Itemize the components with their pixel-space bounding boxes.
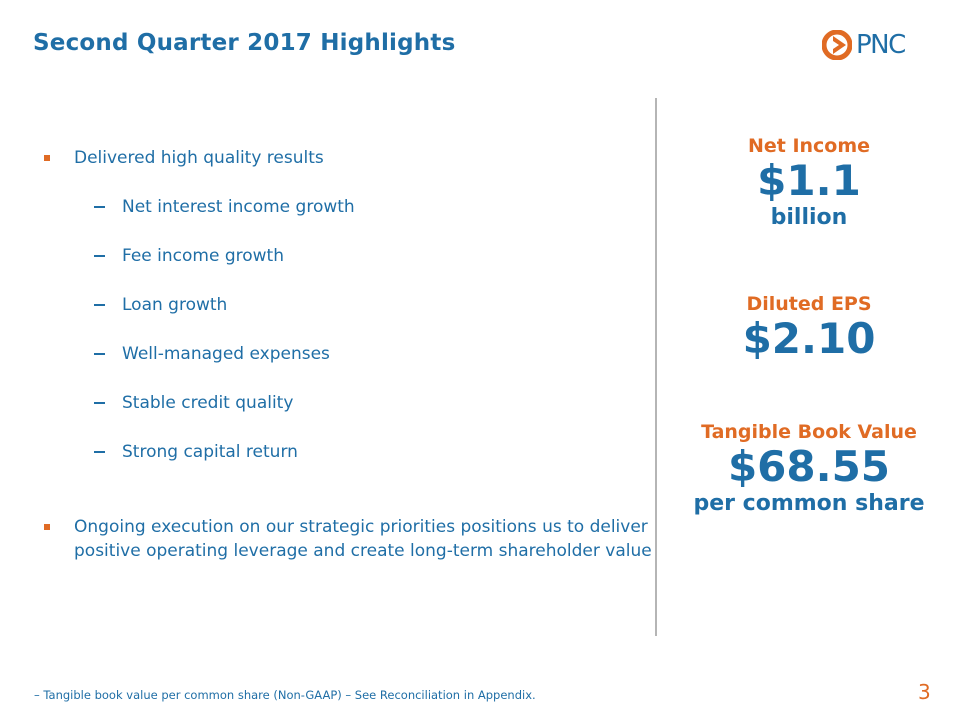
sub-bullet-capital-return: Strong capital return — [122, 442, 298, 462]
sub-bullet-net-interest-income: Net interest income growth — [122, 197, 355, 217]
sub-bullet-loan-growth: Loan growth — [122, 295, 228, 315]
dash-bullet-icon — [94, 304, 105, 306]
vertical-divider — [655, 98, 657, 636]
pnc-logo-icon — [822, 30, 852, 60]
dash-bullet-icon — [94, 402, 105, 404]
kpi-diluted-eps-value: $2.10 — [742, 314, 876, 363]
kpi-tangible-book-value-label: Tangible Book Value — [701, 421, 917, 443]
kpi-net-income-value: $1.1 — [757, 156, 861, 205]
dash-bullet-icon — [94, 353, 105, 355]
dash-bullet-icon — [94, 255, 105, 257]
main-bullet-strategy-line-1: Ongoing execution on our strategic prior… — [74, 517, 648, 537]
square-bullet-icon — [44, 155, 50, 161]
slide-title: Second Quarter 2017 Highlights — [33, 30, 456, 56]
pnc-logo-text: PNC — [856, 30, 906, 60]
sub-bullet-credit-quality: Stable credit quality — [122, 393, 294, 413]
kpi-diluted-eps: Diluted EPS $2.10 — [659, 292, 959, 362]
kpi-tangible-book-value-unit: per common share — [693, 491, 925, 516]
page-number: 3 — [918, 680, 931, 704]
dash-bullet-icon — [94, 206, 105, 208]
kpi-diluted-eps-label: Diluted EPS — [746, 293, 872, 315]
kpi-net-income: Net Income $1.1 billion — [659, 134, 959, 232]
kpi-tangible-book-value-value: $68.55 — [727, 442, 891, 491]
main-bullet-strategy-line-2: positive operating leverage and create l… — [74, 541, 652, 561]
square-bullet-icon — [44, 524, 50, 530]
pnc-logo: PNC — [822, 28, 906, 62]
main-bullet-results: Delivered high quality results — [74, 148, 324, 168]
footnote: – Tangible book value per common share (… — [34, 688, 536, 702]
sub-bullet-fee-income: Fee income growth — [122, 246, 284, 266]
kpi-tangible-book-value: Tangible Book Value $68.55 per common sh… — [659, 420, 959, 518]
kpi-net-income-label: Net Income — [747, 135, 871, 157]
kpi-net-income-unit: billion — [770, 205, 848, 230]
sub-bullet-expenses: Well-managed expenses — [122, 344, 330, 364]
dash-bullet-icon — [94, 451, 105, 453]
